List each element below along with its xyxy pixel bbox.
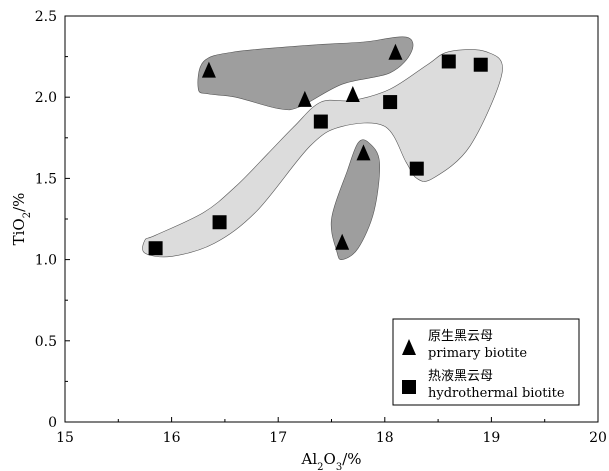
region-primary-biotite-1 xyxy=(330,139,380,260)
hydrothermal-biotite-point xyxy=(383,95,398,110)
legend-box xyxy=(392,318,580,406)
x-tick-label: 20 xyxy=(589,430,607,446)
legend-label-en: hydrothermal biotite xyxy=(428,386,565,401)
legend-marker-square xyxy=(402,380,416,394)
x-tick-label: 17 xyxy=(269,430,287,446)
hydrothermal-biotite-point xyxy=(148,241,163,256)
primary-biotite-point xyxy=(201,61,216,78)
y-axis-label: TiO2/% xyxy=(10,193,33,246)
region-primary-biotite-0 xyxy=(197,36,414,111)
hydrothermal-biotite-point xyxy=(473,57,488,72)
primary-biotite-point xyxy=(388,43,403,60)
x-tick-label: 15 xyxy=(56,430,74,446)
y-tick-label: 0 xyxy=(48,415,57,431)
hydrothermal-biotite-point xyxy=(212,215,227,230)
primary-biotite-point xyxy=(356,144,371,161)
x-tick-label: 16 xyxy=(163,430,181,446)
primary-biotite-point xyxy=(335,233,350,250)
legend-marker-triangle xyxy=(402,339,416,355)
y-tick-label: 1.5 xyxy=(35,171,57,187)
y-tick-label: 2.5 xyxy=(35,9,57,25)
x-tick-label: 18 xyxy=(376,430,394,446)
x-tick-label: 19 xyxy=(482,430,500,446)
hydrothermal-biotite-point xyxy=(409,161,424,176)
legend-label-zh: 原生黑云母 xyxy=(428,329,493,344)
x-axis-label: Al2O3/% xyxy=(300,450,361,471)
hydrothermal-biotite-point xyxy=(313,114,328,129)
primary-biotite-point xyxy=(345,85,360,102)
legend-label-zh: 热液黑云母 xyxy=(428,369,493,384)
hydrothermal-biotite-point xyxy=(441,54,456,69)
primary-biotite-point xyxy=(297,90,312,107)
y-tick-label: 1.0 xyxy=(35,253,57,269)
y-tick-label: 2.0 xyxy=(35,90,57,106)
legend-label-en: primary biotite xyxy=(428,346,527,361)
y-tick-label: 0.5 xyxy=(35,334,57,350)
region-hydrothermal-biotite-2 xyxy=(142,49,503,258)
